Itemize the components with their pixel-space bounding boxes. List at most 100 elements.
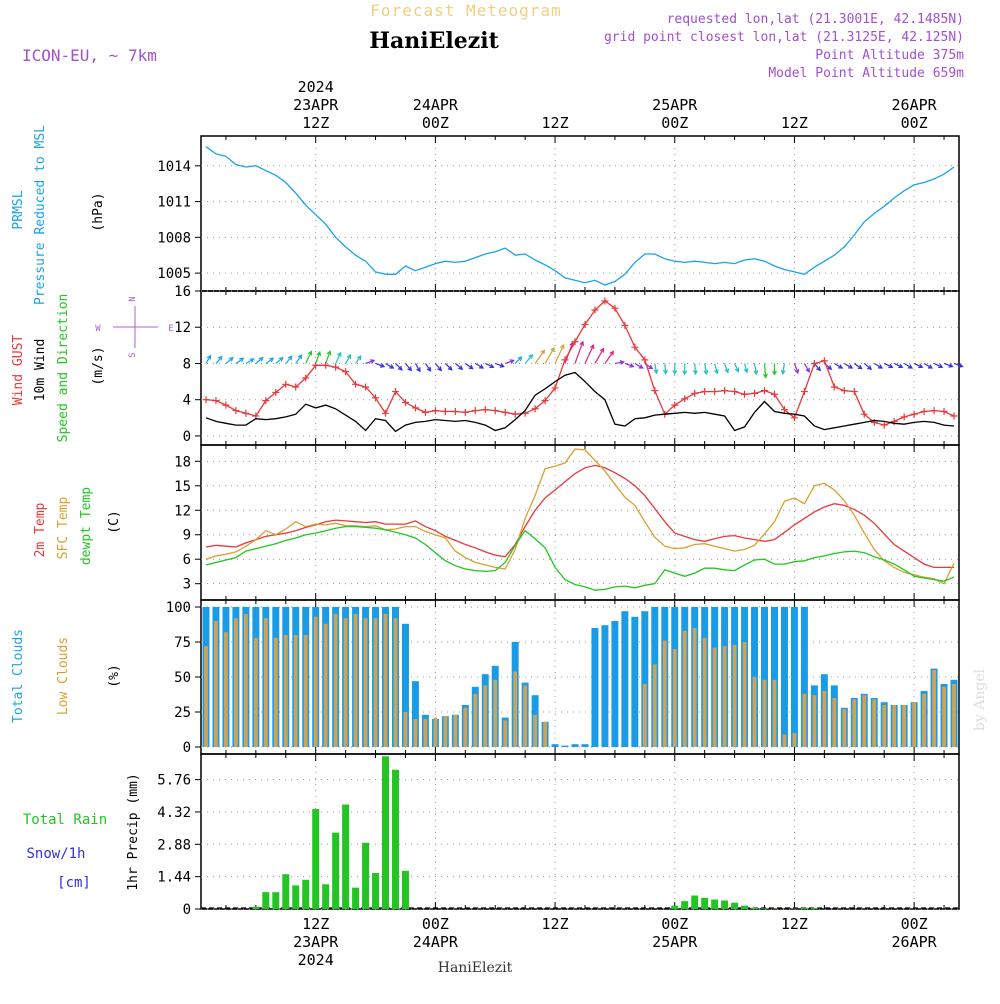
total-cloud-bar bbox=[631, 617, 638, 747]
precip-panel: Total Rain Snow/1h [cm] 1hr Precip (mm) … bbox=[23, 754, 959, 918]
gust-marker bbox=[701, 388, 708, 395]
rain-bar bbox=[681, 901, 688, 909]
low-cloud-bar bbox=[793, 733, 797, 747]
bottom-axis-label-2-0: 12Z bbox=[542, 915, 569, 933]
top-axis-label-3-1: 00Z bbox=[661, 114, 688, 132]
low-cloud-bar bbox=[384, 614, 388, 747]
gust-marker bbox=[931, 407, 938, 414]
bottom-axis-label-1-0: 00Z bbox=[422, 915, 449, 933]
gust-marker bbox=[492, 407, 499, 414]
wind-ytick-label-4: 16 bbox=[174, 284, 191, 300]
gust-marker bbox=[951, 413, 958, 420]
compass-north: N bbox=[128, 296, 138, 301]
low-cloud-bar bbox=[493, 680, 497, 747]
requested-coords: requested lon,lat (21.3001E, 42.1485N) bbox=[667, 12, 964, 27]
low-cloud-bar bbox=[932, 670, 936, 747]
rain-bar bbox=[352, 888, 359, 909]
rain-bar bbox=[322, 884, 329, 909]
low-cloud-bar bbox=[304, 635, 308, 747]
rain-bar bbox=[761, 908, 768, 909]
low-cloud-bar bbox=[902, 705, 906, 747]
rain-bar bbox=[282, 874, 289, 909]
bottom-axis-label-5-0: 00Z bbox=[901, 915, 928, 933]
low-cloud-bar bbox=[473, 694, 477, 747]
wind-arrow bbox=[575, 342, 583, 364]
rain-bar bbox=[751, 908, 758, 909]
gust-marker bbox=[412, 404, 419, 411]
precip-label-rain: Total Rain bbox=[23, 812, 107, 828]
low-cloud-bar bbox=[204, 646, 208, 747]
low-cloud-bar bbox=[334, 614, 338, 747]
wind-unit: (m/s) bbox=[91, 346, 106, 385]
gust-marker bbox=[881, 422, 888, 429]
low-cloud-bar bbox=[354, 614, 358, 747]
total-cloud-bar bbox=[572, 744, 579, 747]
wind-arrow bbox=[605, 352, 613, 364]
top-axis-label-5-1: 00Z bbox=[901, 114, 928, 132]
clouds-ytick-label-0: 0 bbox=[183, 740, 191, 756]
gust-marker bbox=[841, 387, 848, 394]
top-axis-label-0-0: 2024 bbox=[298, 78, 334, 96]
temp-series-2-line bbox=[206, 527, 954, 591]
low-cloud-bar bbox=[952, 684, 956, 747]
gust-marker bbox=[751, 390, 758, 397]
rain-bar bbox=[701, 898, 708, 909]
low-cloud-bar bbox=[942, 687, 946, 747]
cloud-unit: (%) bbox=[107, 664, 122, 687]
model-label: ICON-EU, ~ 7km bbox=[22, 46, 157, 65]
low-cloud-bar bbox=[543, 722, 547, 747]
top-axis-label-0-2: 12Z bbox=[302, 114, 329, 132]
footer-location: HaniElezit bbox=[438, 960, 513, 976]
temp-unit: (C) bbox=[107, 510, 122, 533]
gust-marker bbox=[212, 397, 219, 404]
total-cloud-bar bbox=[791, 607, 798, 747]
wind-arrow bbox=[585, 345, 594, 363]
low-cloud-bar bbox=[424, 719, 428, 747]
pressure-label-msl: Pressure Reduced to MSL bbox=[33, 125, 48, 305]
gust-marker bbox=[831, 384, 838, 391]
clouds-ytick-label-4: 100 bbox=[166, 600, 191, 616]
low-cloud-bar bbox=[264, 618, 268, 747]
rain-bar bbox=[721, 900, 728, 909]
gust-marker bbox=[422, 409, 429, 416]
precip-label-cm: [cm] bbox=[57, 875, 91, 891]
gust-marker bbox=[941, 408, 948, 415]
rain-bar bbox=[252, 907, 259, 909]
low-cloud-bar bbox=[733, 645, 737, 747]
low-cloud-bar bbox=[912, 702, 916, 747]
gust-marker bbox=[821, 357, 828, 364]
low-cloud-bar bbox=[852, 699, 856, 747]
top-axis-label-4-0: 12Z bbox=[781, 114, 808, 132]
low-cloud-bar bbox=[812, 695, 816, 747]
rain-bar bbox=[731, 903, 738, 909]
temp-series-1-line bbox=[206, 449, 954, 584]
pressure-series-0-line bbox=[206, 147, 954, 285]
top-axis-label-5-0: 26APR bbox=[892, 96, 938, 114]
temp-frame bbox=[201, 445, 959, 600]
gust-marker bbox=[382, 410, 389, 417]
rain-bar bbox=[272, 892, 279, 909]
gust-marker bbox=[851, 388, 858, 395]
temp-label-2m: 2m Temp bbox=[33, 502, 48, 557]
low-cloud-bar bbox=[503, 720, 507, 747]
low-cloud-bar bbox=[443, 716, 447, 747]
compass-east: E bbox=[168, 324, 173, 334]
pressure-ytick-label-3: 1014 bbox=[157, 159, 191, 175]
low-cloud-bar bbox=[523, 685, 527, 747]
total-cloud-bar bbox=[781, 607, 788, 747]
low-cloud-bar bbox=[324, 624, 328, 747]
gust-marker bbox=[332, 364, 339, 371]
gust-marker bbox=[482, 406, 489, 413]
gust-marker bbox=[771, 391, 778, 398]
low-cloud-bar bbox=[832, 698, 836, 747]
bottom-axis-label-1-1: 24APR bbox=[413, 933, 459, 951]
low-cloud-bar bbox=[803, 694, 807, 747]
low-cloud-bar bbox=[723, 646, 727, 747]
bottom-axis-label-0-1: 23APR bbox=[293, 933, 339, 951]
low-cloud-bar bbox=[433, 718, 437, 747]
rain-bar bbox=[342, 805, 349, 909]
low-cloud-bar bbox=[673, 649, 677, 747]
